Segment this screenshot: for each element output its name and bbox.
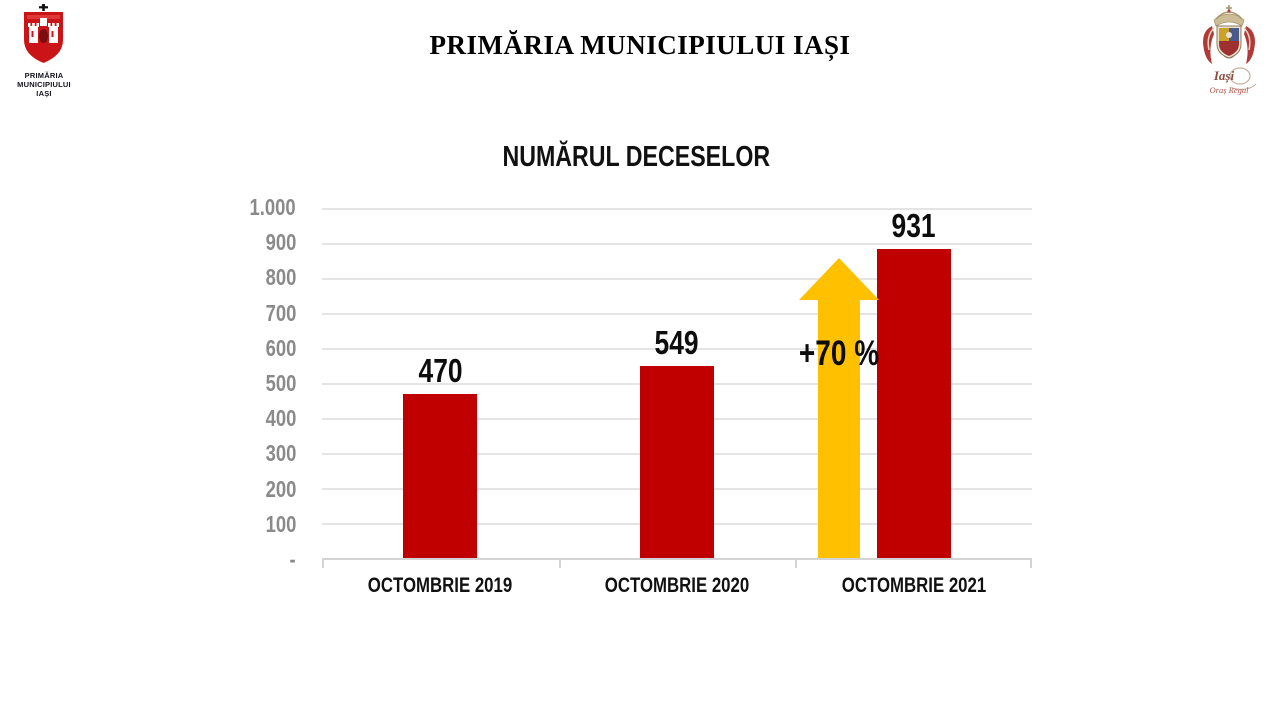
- iasi-royal-city-crest: Iași Oraș Regal: [1188, 4, 1270, 104]
- y-tick-100: 100: [265, 510, 296, 537]
- growth-annotation: +70 %: [798, 334, 880, 373]
- y-tick-1000: 1.000: [249, 194, 296, 220]
- data-label-2019: 470: [418, 351, 463, 389]
- y-tick-500: 500: [265, 369, 296, 396]
- x-axis-tick: [1030, 558, 1032, 568]
- y-axis-tick-labels: 1.000 900 800 700 600 500 400 300 200 10…: [180, 195, 296, 571]
- plot-area: 470 549 931 +70 % OCTOMBRIE 2019 OCTOMBR…: [322, 208, 1032, 597]
- x-label-octombrie-2019: OCTOMBRIE 2019: [368, 574, 513, 597]
- city-coat-of-arms-icon: [24, 4, 63, 63]
- royal-crest-icon: Iași Oraș Regal: [1203, 5, 1257, 95]
- iasi-city-hall-logo: PRIMĂRIA MUNICIPIULUI IAȘI: [6, 4, 82, 98]
- y-tick-300: 300: [265, 440, 296, 467]
- category-column-2019: 470: [322, 208, 559, 558]
- up-arrow-icon: [799, 258, 879, 558]
- x-label-octombrie-2020: OCTOMBRIE 2020: [604, 574, 750, 597]
- y-tick-700: 700: [265, 299, 296, 326]
- data-label-2020: 549: [654, 323, 700, 361]
- city-hall-logo-caption: PRIMĂRIA MUNICIPIULUI IAȘI: [17, 71, 71, 98]
- page-title: PRIMĂRIA MUNICIPIULUI IAȘI: [429, 30, 851, 60]
- chart-title: NUMĂRUL DECESELOR: [502, 141, 771, 173]
- y-tick-600: 600: [265, 334, 296, 361]
- y-tick-200: 200: [265, 475, 296, 502]
- y-tick-0: -: [289, 545, 296, 572]
- y-tick-900: 900: [265, 229, 296, 256]
- y-tick-800: 800: [265, 264, 296, 291]
- y-tick-400: 400: [265, 405, 296, 432]
- x-axis-tick: [795, 558, 798, 568]
- crest-script-iasi: Iași: [1213, 68, 1235, 84]
- x-label-octombrie-2021: OCTOMBRIE 2021: [841, 574, 986, 597]
- bar-octombrie-2020: [639, 365, 714, 558]
- bar-octombrie-2019: [403, 393, 478, 558]
- bar-octombrie-2021: [876, 249, 951, 558]
- x-axis-tick: [322, 558, 324, 568]
- crest-script-oras-regal: Oraș Regal: [1210, 85, 1250, 95]
- x-axis-tick: [558, 558, 561, 568]
- category-column-2021: 931: [795, 208, 1032, 558]
- data-label-2021: 931: [891, 207, 936, 244]
- category-column-2020: 549: [559, 208, 796, 558]
